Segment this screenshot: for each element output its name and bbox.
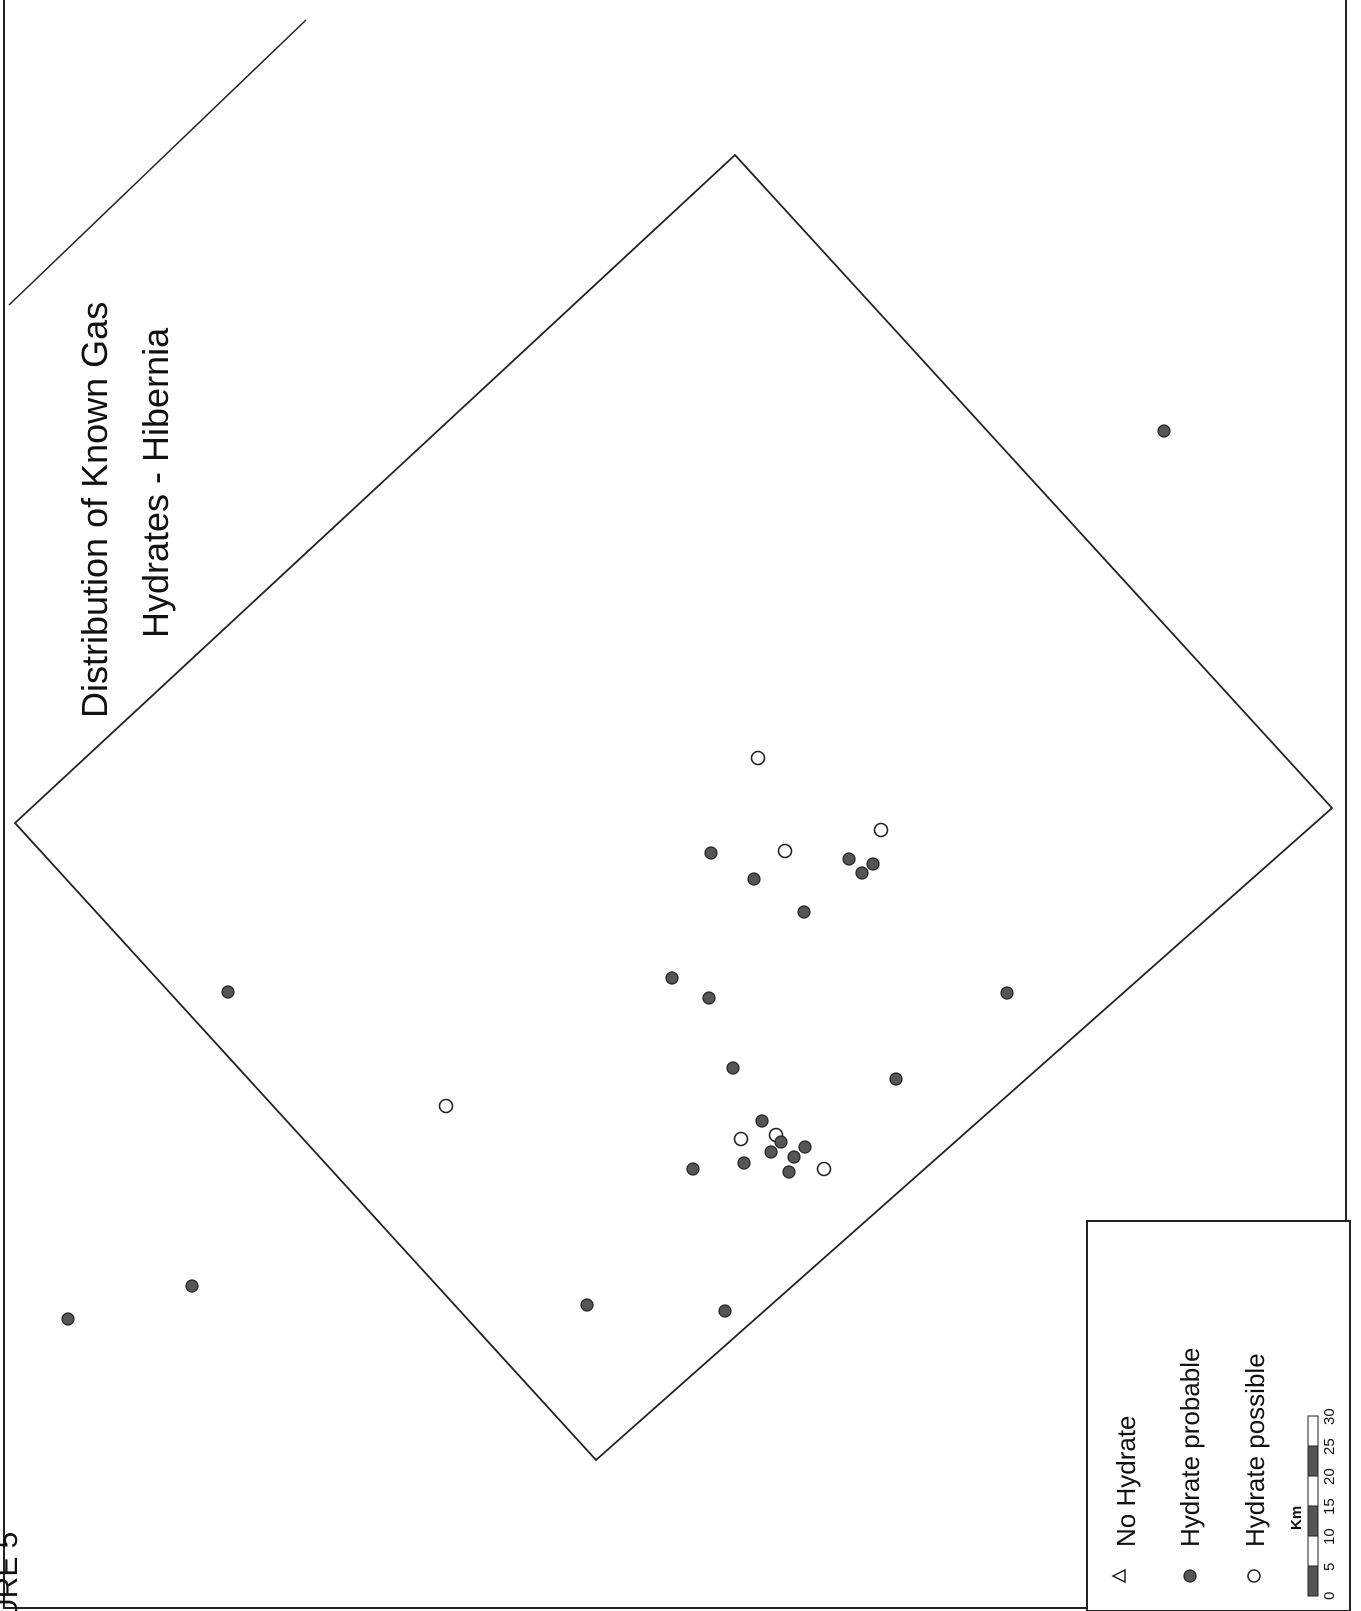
hydrate-probable-marker bbox=[1157, 424, 1171, 438]
hydrate-probable-marker bbox=[866, 857, 880, 871]
triangle-icon bbox=[1111, 1568, 1126, 1584]
figure-label: FIGURE 5 bbox=[0, 1532, 24, 1611]
hydrate-probable-marker bbox=[185, 1279, 199, 1293]
hydrate-probable-marker bbox=[764, 1145, 778, 1159]
filled-circle-icon bbox=[1183, 1569, 1197, 1583]
scale-tick-label: 5 bbox=[1321, 1563, 1338, 1571]
study-area-outline bbox=[13, 153, 1334, 1462]
scale-segment bbox=[1307, 1535, 1319, 1567]
hydrate-probable-marker bbox=[842, 852, 856, 866]
hydrate-probable-marker bbox=[580, 1298, 594, 1312]
scale-tick-label: 30 bbox=[1321, 1408, 1338, 1425]
hydrate-possible-marker bbox=[438, 1098, 454, 1114]
scale-tick-label: 25 bbox=[1321, 1438, 1338, 1455]
scale-bar: 0 5 10 15 20 25 30 Km bbox=[1288, 1408, 1338, 1600]
legend: No Hydrate Hydrate probable Hydrate poss… bbox=[1086, 1220, 1351, 1611]
hydrate-probable-marker bbox=[61, 1312, 75, 1326]
map-title-line-2: Hydrates - Hibernia bbox=[135, 327, 176, 638]
open-circle-icon bbox=[1247, 1569, 1261, 1583]
scale-tick-label: 10 bbox=[1321, 1528, 1338, 1545]
scale-segment bbox=[1307, 1565, 1319, 1597]
legend-box bbox=[1086, 1220, 1351, 1611]
scale-tick-label: 15 bbox=[1321, 1498, 1338, 1515]
hydrate-probable-marker bbox=[787, 1150, 801, 1164]
hydrate-probable-marker bbox=[747, 872, 761, 886]
hydrate-probable-marker bbox=[755, 1114, 769, 1128]
page-border bbox=[3, 0, 1347, 1609]
legend-label-hydrate-probable: Hydrate probable bbox=[1175, 1348, 1205, 1547]
hydrate-probable-marker bbox=[889, 1072, 903, 1086]
hydrate-probable-markers bbox=[61, 424, 1171, 1326]
scale-tick-label: 20 bbox=[1321, 1468, 1338, 1485]
scale-segment bbox=[1307, 1505, 1319, 1537]
hydrate-probable-marker bbox=[221, 985, 235, 999]
hydrate-probable-marker bbox=[774, 1135, 788, 1149]
hydrate-possible-marker bbox=[777, 843, 793, 859]
hydrate-probable-marker bbox=[798, 1140, 812, 1154]
hydrate-probable-marker bbox=[726, 1061, 740, 1075]
scale-segment bbox=[1307, 1445, 1319, 1477]
hydrate-possible-markers bbox=[438, 750, 889, 1177]
map-title-line-1: Distribution of Known Gas bbox=[74, 302, 115, 718]
hydrate-probable-marker bbox=[686, 1162, 700, 1176]
legend-label-no-hydrate: No Hydrate bbox=[1111, 1416, 1141, 1548]
scale-unit-label: Km bbox=[1288, 1506, 1305, 1530]
hydrate-probable-marker bbox=[718, 1304, 732, 1318]
hydrate-probable-marker bbox=[737, 1156, 751, 1170]
hydrate-probable-marker bbox=[1000, 986, 1014, 1000]
hydrate-possible-marker bbox=[816, 1161, 832, 1177]
scale-segment bbox=[1307, 1475, 1319, 1507]
scale-segment bbox=[1307, 1415, 1319, 1447]
hydrate-probable-marker bbox=[665, 971, 679, 985]
hydrate-probable-marker bbox=[855, 866, 869, 880]
hydrate-possible-marker bbox=[733, 1131, 749, 1147]
hydrate-probable-marker bbox=[702, 991, 716, 1005]
hydrate-probable-marker bbox=[704, 846, 718, 860]
hydrate-possible-marker bbox=[873, 822, 889, 838]
scale-tick-label: 0 bbox=[1321, 1592, 1338, 1600]
corner-diagonal-line bbox=[8, 19, 307, 306]
hydrate-possible-marker bbox=[750, 750, 766, 766]
legend-label-hydrate-possible: Hydrate possible bbox=[1240, 1353, 1270, 1547]
hydrate-probable-marker bbox=[797, 905, 811, 919]
hydrate-probable-marker bbox=[782, 1165, 796, 1179]
